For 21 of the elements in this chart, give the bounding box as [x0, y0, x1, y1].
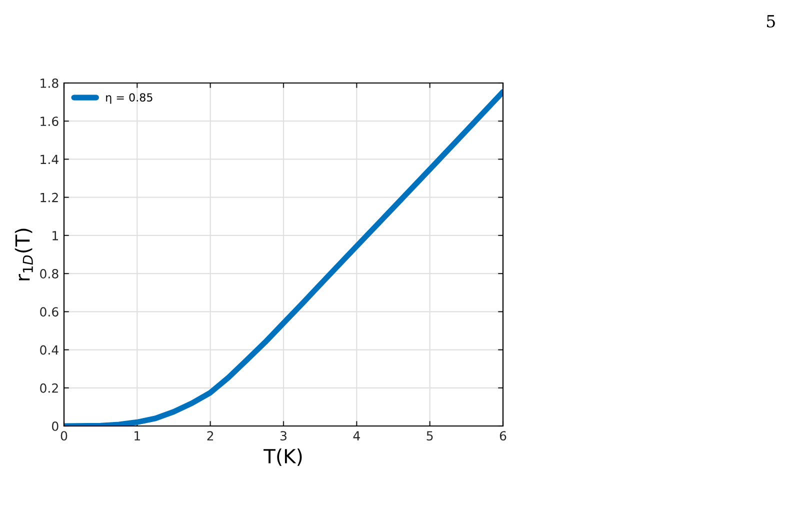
y-tick-label: 1.2 — [40, 192, 58, 202]
x-axis-title: T(K) — [264, 448, 302, 466]
text: 5 — [766, 15, 775, 28]
y-tick-label: 1.6 — [40, 116, 58, 126]
y-tick-label: 0.6 — [40, 307, 58, 317]
y-axis-title: r$_{1D}$(T) — [14, 228, 33, 280]
y-tick-label: 0.4 — [40, 345, 58, 355]
y-tick-label: 1 — [52, 231, 58, 240]
x-tick-label: 2 — [207, 431, 214, 440]
y-tick-label: 1.8 — [40, 78, 58, 88]
legend-label: η = 0.85 — [106, 93, 152, 104]
x-tick-label: 5 — [426, 431, 433, 441]
y-tick-label: 1.4 — [40, 154, 58, 164]
x-tick-label: 1 — [134, 431, 140, 440]
x-tick-label: 3 — [280, 431, 286, 441]
y-tick-label: 0.2 — [40, 383, 58, 393]
y-tick-label: 0.8 — [40, 269, 58, 278]
x-tick-label: 4 — [353, 431, 360, 440]
x-tick-label: 6 — [500, 431, 506, 441]
x-tick-label: 0 — [60, 431, 68, 441]
y-tick-label: 0 — [52, 421, 58, 431]
